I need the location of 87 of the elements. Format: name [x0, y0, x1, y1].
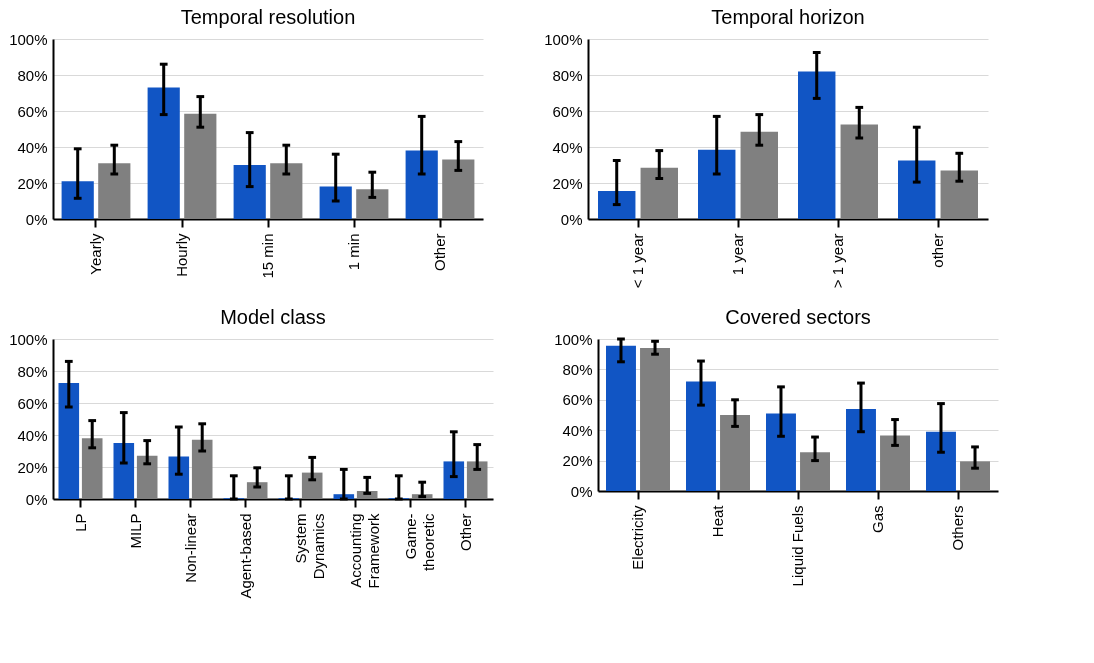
y-tick-label: 60% [562, 391, 593, 409]
bar [846, 408, 876, 491]
y-tick-label: 0% [560, 210, 583, 228]
bar [443, 461, 465, 499]
bar [686, 381, 716, 491]
bar [184, 113, 217, 219]
y-tick-label: 60% [17, 102, 48, 120]
y-tick-label: 0% [25, 210, 48, 228]
x-tick-label: Other [431, 233, 448, 272]
chart-title: Model class [220, 306, 326, 328]
bar [147, 87, 180, 219]
x-tick-label: MILP [126, 513, 144, 549]
bar [58, 383, 80, 499]
x-tick-label: Agent-based [236, 513, 254, 599]
bar [720, 415, 750, 491]
x-tick-label: 1 year [729, 233, 746, 276]
bar [960, 461, 990, 491]
bar [233, 165, 266, 219]
x-tick-label: other [929, 233, 946, 268]
bar [98, 163, 131, 219]
bar [880, 435, 910, 491]
y-tick-label: 80% [562, 360, 593, 378]
y-tick-label: 80% [552, 66, 583, 84]
x-tick-label: > 1 year [829, 233, 846, 289]
y-tick-label: 100% [9, 30, 48, 48]
y-tick-label: 20% [17, 174, 48, 192]
bar [840, 124, 878, 219]
bar [319, 186, 352, 219]
x-tick-label: Electricity [629, 505, 646, 570]
bar [740, 131, 778, 219]
x-tick-label: Heat [709, 504, 726, 538]
x-tick-label: < 1 year [629, 233, 646, 289]
y-tick-label: 20% [562, 452, 593, 470]
x-tick-label: Yearly [87, 233, 104, 275]
bar [61, 181, 94, 219]
y-tick-label: 100% [554, 330, 593, 348]
bar [698, 149, 736, 219]
bar [442, 159, 475, 219]
bar [81, 438, 103, 499]
x-tick-label: Game- theoretic [401, 513, 437, 572]
x-tick-label: 15 min [259, 233, 276, 279]
y-tick-label: 40% [17, 426, 48, 444]
bar [766, 413, 796, 491]
x-tick-label: System Dynamics [291, 513, 327, 580]
bar [136, 455, 158, 499]
y-tick-label: 40% [552, 138, 583, 156]
y-tick-label: 20% [552, 174, 583, 192]
y-tick-label: 60% [17, 394, 48, 412]
bar [940, 170, 978, 219]
y-tick-label: 100% [544, 30, 583, 48]
chart-title: Covered sectors [725, 306, 871, 328]
bar [798, 71, 836, 219]
bar [466, 461, 488, 499]
bar [270, 163, 303, 219]
bar [356, 189, 389, 219]
x-tick-label: Hourly [173, 233, 190, 277]
x-tick-label: LP [71, 513, 89, 532]
y-tick-label: 40% [562, 421, 593, 439]
y-tick-label: 100% [9, 330, 48, 348]
x-tick-label: Accounting Framework [346, 513, 382, 589]
x-tick-label: Other [456, 513, 474, 552]
bar [598, 191, 636, 219]
bar [168, 456, 190, 499]
y-tick-label: 60% [552, 102, 583, 120]
chart-title: Temporal resolution [180, 6, 356, 28]
y-tick-label: 80% [17, 362, 48, 380]
y-tick-label: 0% [25, 490, 48, 508]
x-tick-label: Gas [869, 505, 886, 534]
y-tick-label: 80% [17, 66, 48, 84]
bar [405, 150, 438, 219]
y-tick-label: 40% [17, 138, 48, 156]
y-tick-label: 0% [570, 482, 593, 500]
bar [301, 472, 323, 499]
bar [640, 348, 670, 491]
x-tick-label: Non-linear [181, 513, 199, 583]
bar [191, 439, 213, 499]
bar [926, 431, 956, 491]
bar [898, 160, 936, 219]
x-tick-label: Others [949, 505, 966, 551]
chart-title: Temporal horizon [711, 6, 865, 28]
bar [606, 345, 636, 491]
bar [113, 443, 135, 499]
bar [640, 167, 678, 219]
x-tick-label: 1 min [345, 233, 362, 271]
bar [800, 452, 830, 491]
x-tick-label: Liquid Fuels [789, 505, 806, 587]
y-tick-label: 20% [17, 458, 48, 476]
